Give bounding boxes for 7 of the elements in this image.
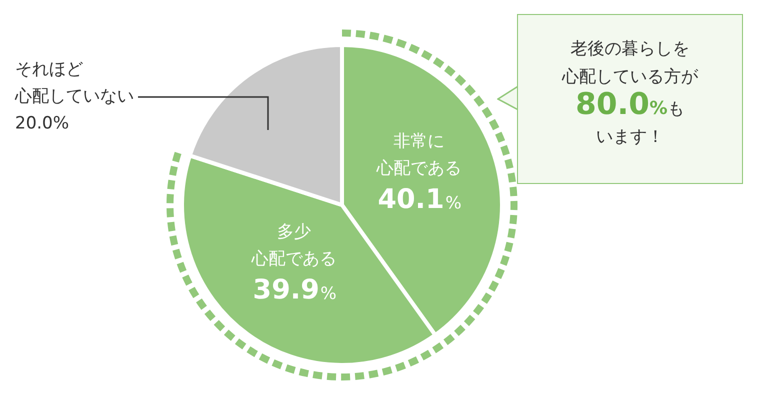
data-label: 39.9% (252, 274, 337, 306)
slice-label: 多少心配である (250, 222, 337, 269)
data-label: 40.1% (378, 184, 462, 216)
data-label: 20.0% (15, 113, 70, 134)
slice-label: 非常に心配である (376, 132, 462, 179)
text: 老後の暮らしを心配している方が80.0%もいます！ (560, 38, 699, 149)
slice-label: それほど心配していない (14, 59, 134, 106)
